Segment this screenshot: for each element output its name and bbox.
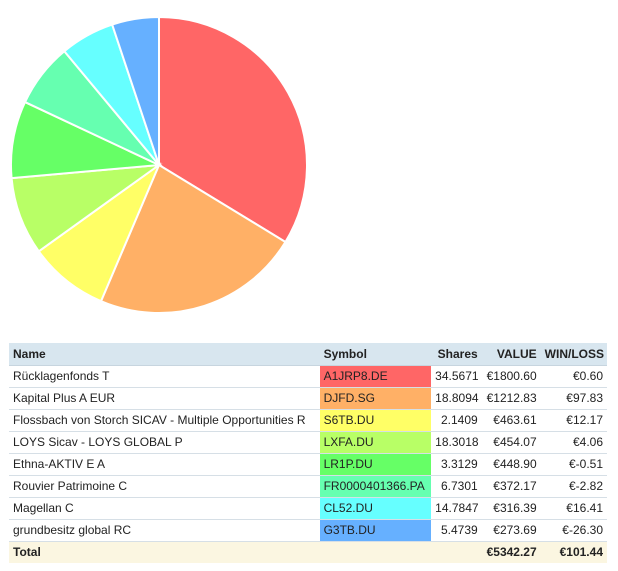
table-row[interactable]: Rouvier Patrimoine C FR0000401366.PA 6.730…: [9, 475, 607, 498]
row-win-loss: €-26.30: [540, 519, 607, 542]
row-value: €273.69: [481, 519, 541, 542]
table-row[interactable]: Kapital Plus A EUR DJFD.SG 18.8094 €1212.83…: [9, 387, 607, 410]
header-symbol[interactable]: Symbol: [319, 343, 432, 366]
table-row[interactable]: Magellan C CL52.DU 14.7847 €316.39 €16.41: [9, 497, 607, 520]
row-win-loss: €97.83: [540, 387, 607, 410]
row-name: Flossbach von Storch SICAV - Multiple Op…: [9, 409, 320, 432]
header-shares[interactable]: Shares: [431, 343, 482, 366]
header-name[interactable]: Name: [9, 343, 320, 366]
row-value: €316.39: [481, 497, 541, 520]
header-value[interactable]: VALUE: [481, 343, 541, 366]
total-symbol-empty: [319, 541, 432, 563]
holdings-table: Name Symbol Shares VALUE WIN/LOSS Rückla…: [9, 343, 607, 563]
row-win-loss: €12.17: [540, 409, 607, 432]
table-header-row: Name Symbol Shares VALUE WIN/LOSS: [9, 343, 607, 366]
row-name: Magellan C: [9, 497, 320, 520]
row-value: €372.17: [481, 475, 541, 498]
row-name: grundbesitz global RC: [9, 519, 320, 542]
row-shares: 14.7847: [431, 497, 482, 520]
row-win-loss: €4.06: [540, 431, 607, 454]
table-row[interactable]: Flossbach von Storch SICAV - Multiple Op…: [9, 409, 607, 432]
row-symbol: A1JRP8.DE: [319, 365, 432, 388]
row-shares: 2.1409: [431, 409, 482, 432]
pie-slice[interactable]: [99, 163, 287, 315]
table-row[interactable]: LOYS Sicav - LOYS GLOBAL P LXFA.DU 18.3018…: [9, 431, 607, 454]
row-name: Ethna-AKTIV E A: [9, 453, 320, 476]
row-shares: 18.8094: [431, 387, 482, 410]
row-value: €454.07: [481, 431, 541, 454]
row-shares: 6.7301: [431, 475, 482, 498]
row-symbol: S6TB.DU: [319, 409, 432, 432]
row-shares: 18.3018: [431, 431, 482, 454]
total-win-loss: €101.44: [540, 541, 607, 563]
pie-slice[interactable]: [110, 15, 160, 166]
pie-slice[interactable]: [158, 15, 308, 244]
table-row[interactable]: Ethna-AKTIV E A LR1P.DU 3.3129 €448.90 €-0.5…: [9, 453, 607, 476]
row-win-loss: €16.41: [540, 497, 607, 520]
table-row[interactable]: grundbesitz global RC G3TB.DU 5.4739 €273.6…: [9, 519, 607, 542]
row-name: Rücklagenfonds T: [9, 365, 320, 388]
pie-chart-svg: [10, 15, 308, 315]
row-shares: 5.4739: [431, 519, 482, 542]
row-value: €448.90: [481, 453, 541, 476]
row-shares: 3.3129: [431, 453, 482, 476]
allocation-pie-chart: [0, 0, 320, 320]
row-name: LOYS Sicav - LOYS GLOBAL P: [9, 431, 320, 454]
row-name: Kapital Plus A EUR: [9, 387, 320, 410]
row-name: Rouvier Patrimoine C: [9, 475, 320, 498]
row-win-loss: €-2.82: [540, 475, 607, 498]
row-symbol: LR1P.DU: [319, 453, 432, 476]
row-value: €1800.60: [481, 365, 541, 388]
row-symbol: FR0000401366.PA: [319, 475, 432, 498]
total-value: €5342.27: [481, 541, 541, 563]
total-shares-empty: [431, 541, 482, 563]
row-value: €463.61: [481, 409, 541, 432]
row-win-loss: €-0.51: [540, 453, 607, 476]
row-symbol: G3TB.DU: [319, 519, 432, 542]
row-symbol: LXFA.DU: [319, 431, 432, 454]
total-row: Total €5342.27 €101.44: [9, 541, 607, 563]
row-symbol: DJFD.SG: [319, 387, 432, 410]
total-label: Total: [9, 541, 320, 563]
header-win-loss[interactable]: WIN/LOSS: [540, 343, 607, 366]
table-row[interactable]: Rücklagenfonds T A1JRP8.DE 34.5671 €1800.60…: [9, 365, 607, 388]
row-symbol: CL52.DU: [319, 497, 432, 520]
row-win-loss: €0.60: [540, 365, 607, 388]
row-value: €1212.83: [481, 387, 541, 410]
row-shares: 34.5671: [431, 365, 482, 388]
